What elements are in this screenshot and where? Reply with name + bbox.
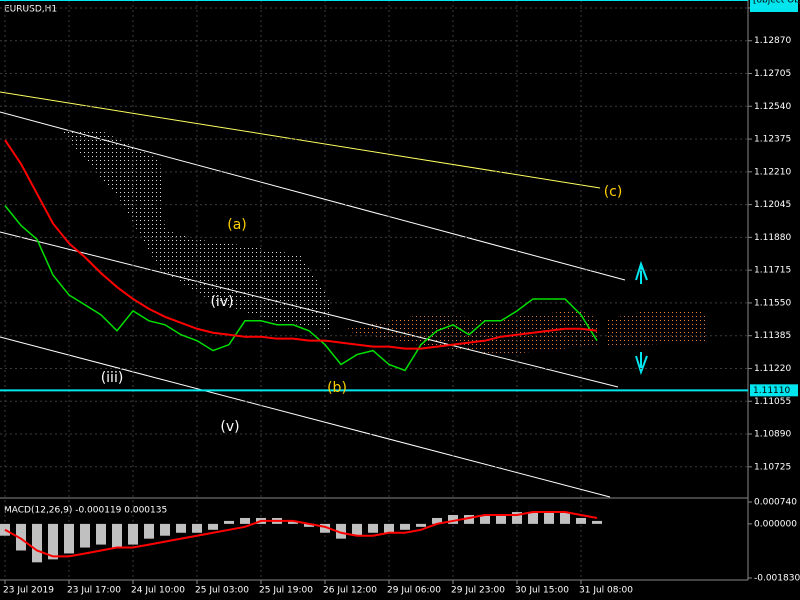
channel-line [0,336,611,498]
series-line [4,511,598,558]
macd-bar [160,523,170,536]
macd-bar [368,523,378,533]
macd-bar [528,512,538,524]
annotation: (a) [227,217,247,233]
macd-bar [384,523,394,533]
y-tick-label: 1.11385 [754,331,791,341]
macd-bar [336,523,346,539]
channel-line [0,231,619,388]
cloud [340,310,600,355]
macd-bar [400,523,410,530]
macd-bar [96,523,106,545]
macd-bar [464,515,474,524]
y-tick-label: 1.10725 [754,462,791,472]
y-tick-label: 1.10890 [754,430,791,440]
y-tick-label: 0.000000 [754,519,797,529]
macd-bar [496,515,506,524]
macd-bar [448,515,458,524]
cloud [605,310,708,345]
y-tick-label: -0.001830 [754,574,800,584]
y-tick-label: 1.11055 [754,397,791,407]
macd-bar [560,512,570,524]
x-tick-label: 24 Jul 10:00 [131,586,185,596]
cloud [60,130,330,330]
macd-bar [288,520,298,524]
macd-bar [240,517,250,524]
series-line [4,139,598,350]
y-tick-label: 1.12375 [754,135,791,145]
macd-bar [304,523,314,527]
macd-bar [80,523,90,548]
macd-bar [416,523,426,527]
y-tick-label: 1.11220 [754,364,791,374]
macd-bar [208,523,218,530]
macd-bar [176,523,186,533]
macd-bar [48,523,58,560]
arrow-up [635,260,648,284]
annotation: (iv) [210,294,233,310]
annotation: (iii) [101,370,124,386]
macd-bar [16,523,26,551]
macd-bar [128,523,138,545]
level-label-box [750,0,798,12]
level-label: [object Object] [753,0,800,6]
annotation: (v) [220,419,239,435]
y-tick-label: 1.12870 [754,36,791,46]
y-tick-label: 1.12210 [754,167,791,177]
macd-bar [320,523,330,533]
y-tick-label: 1.11550 [754,298,791,308]
macd-title: MACD(12,26,9) -0.000119 0.000135 [4,506,167,516]
y-tick-label: 1.12705 [754,69,791,79]
x-tick-label: 23 Jul 17:00 [67,586,121,596]
level-label-box [750,384,798,397]
x-tick-label: 31 Jul 08:00 [579,586,633,596]
annotation: (c) [604,184,623,200]
macd-bar [224,520,234,524]
macd-bar [112,523,122,548]
macd-bar [512,512,522,524]
macd-bar [32,523,42,563]
x-tick-label: 25 Jul 03:00 [195,586,249,596]
macd-bar [576,517,586,524]
y-tick-label: 1.12045 [754,200,791,210]
macd-bar [480,515,490,524]
macd-bar [0,523,10,536]
macd-bar [544,512,554,524]
macd-bar [432,517,442,524]
annotation: (b) [327,380,347,396]
x-tick-label: 29 Jul 06:00 [387,586,441,596]
y-tick-label: 1.11880 [754,233,791,243]
x-tick-label: 25 Jul 19:00 [259,586,313,596]
macd-bar [352,523,362,536]
x-tick-label: 26 Jul 12:00 [323,586,377,596]
x-tick-label: 23 Jul 2019 [3,586,54,596]
macd-bar [144,523,154,539]
x-tick-label: 29 Jul 23:00 [451,586,505,596]
y-tick-label: 1.11715 [754,266,791,276]
chart-title: EURUSD,H1 [4,5,57,15]
macd-bar [64,523,74,554]
level-label: 1.11110 [753,386,790,396]
x-tick-label: 30 Jul 15:00 [515,586,569,596]
macd-bar [592,520,602,524]
y-tick-label: 0.000740 [754,498,797,508]
macd-bar [192,523,202,533]
series-line [4,205,598,372]
y-tick-label: 1.12540 [754,102,791,112]
channel-line [0,111,626,281]
